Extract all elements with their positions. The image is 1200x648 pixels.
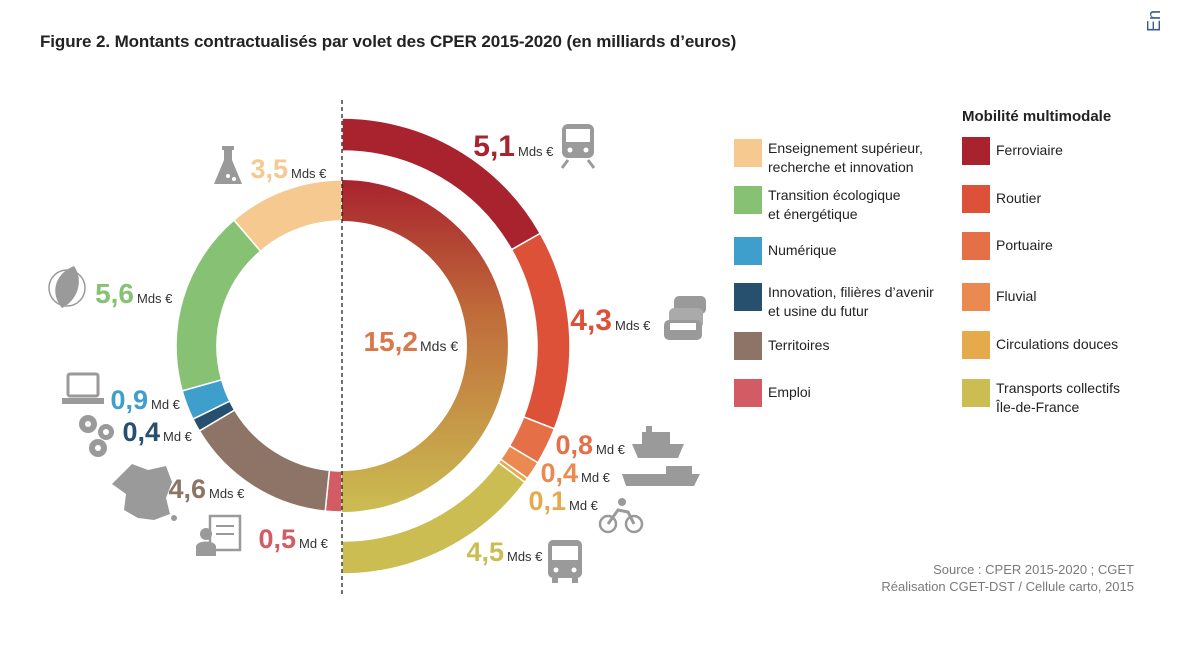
value-label-routier: 4,3 xyxy=(570,304,612,337)
unit-label-transition: Mds € xyxy=(137,291,173,306)
legend-label-circulations: Circulations douces xyxy=(996,336,1119,352)
unit-label-numerique: Md € xyxy=(151,397,181,412)
legend-swatch-transition xyxy=(734,186,762,214)
legend-swatch-portuaire xyxy=(962,232,990,260)
barge-icon xyxy=(622,466,700,486)
unit-label-routier: Mds € xyxy=(615,318,651,333)
legend-item-transition: Transition écologique et énergétique xyxy=(734,186,901,224)
unit-label-enseignement: Mds € xyxy=(291,166,327,181)
total-value-label: 15,2 xyxy=(364,326,419,357)
value-label-circulations: 0,1 xyxy=(528,486,566,516)
chart-title: Figure 2. Montants contractualisés par v… xyxy=(40,32,737,51)
leaf-icon xyxy=(48,266,86,308)
legend-swatch-enseignement xyxy=(734,139,762,167)
legend-swatch-circulations xyxy=(962,331,990,359)
legend-label-fluvial: Fluvial xyxy=(996,288,1037,304)
value-label-ferroviaire: 5,1 xyxy=(473,130,515,163)
source-line: Source : CPER 2015-2020 ; CGET xyxy=(933,562,1134,577)
legend-item-circulations: Circulations douces xyxy=(962,331,1118,359)
legend-swatch-routier xyxy=(962,185,990,213)
total-unit-label: Mds € xyxy=(420,338,458,354)
form-icon xyxy=(196,514,242,556)
gears-icon xyxy=(79,415,114,457)
legend-label-territoires: Territoires xyxy=(768,337,830,353)
legend-item-enseignement: Enseignement supérieur, recherche et inn… xyxy=(734,139,923,177)
legend-label-routier: Routier xyxy=(996,190,1042,206)
unit-label-fluvial: Md € xyxy=(581,470,611,485)
legend-label-numerique: Numérique xyxy=(768,242,837,258)
bicycle-icon xyxy=(598,498,644,534)
value-label-territoires: 4,6 xyxy=(168,474,206,504)
bus-icon xyxy=(548,540,582,583)
unit-label-ferroviaire: Mds € xyxy=(518,144,554,159)
legend-item-portuaire: Portuaire xyxy=(962,232,1053,260)
legend-label-transports: Transports collectifs Île-de-France xyxy=(996,380,1120,415)
value-label-innovation: 0,4 xyxy=(122,417,160,447)
legend-item-innovation: Innovation, filières d’avenir et usine d… xyxy=(734,283,934,321)
laptop-icon xyxy=(62,372,104,404)
train-icon xyxy=(560,124,596,169)
legend-title-mobilite: Mobilité multimodale xyxy=(962,108,1112,125)
legend-item-territoires: Territoires xyxy=(734,332,829,360)
value-label-transports: 4,5 xyxy=(466,537,504,567)
value-label-emploi: 0,5 xyxy=(258,524,296,554)
credit-line: Réalisation CGET-DST / Cellule carto, 20… xyxy=(881,579,1134,594)
legend-label-innovation: Innovation, filières d’avenir et usine d… xyxy=(768,284,934,319)
legend-item-transports: Transports collectifs Île-de-France xyxy=(962,379,1120,417)
source-note: Source : CPER 2015-2020 ; CGET Réalisati… xyxy=(881,561,1134,595)
unit-label-circulations: Md € xyxy=(569,498,599,513)
legend-item-routier: Routier xyxy=(962,185,1041,213)
legend-swatch-fluvial xyxy=(962,283,990,311)
unit-label-transports: Mds € xyxy=(507,549,543,564)
slice-routier xyxy=(510,232,571,430)
unit-label-territoires: Mds € xyxy=(209,486,245,501)
legend-label-enseignement: Enseignement supérieur, recherche et inn… xyxy=(768,140,923,175)
legend-label-emploi: Emploi xyxy=(768,384,811,400)
ship-icon xyxy=(632,426,684,458)
value-label-transition: 5,6 xyxy=(95,278,134,309)
legend-swatch-emploi xyxy=(734,379,762,407)
value-label-numerique: 0,9 xyxy=(110,385,148,415)
value-label-portuaire: 0,8 xyxy=(555,430,593,460)
legend-swatch-territoires xyxy=(734,332,762,360)
legend-item-emploi: Emploi xyxy=(734,379,811,407)
flask-icon xyxy=(214,146,242,184)
unit-label-portuaire: Md € xyxy=(596,442,626,457)
value-label-enseignement: 3,5 xyxy=(250,154,288,184)
cars-icon xyxy=(664,296,706,340)
legend-label-portuaire: Portuaire xyxy=(996,237,1053,253)
unit-label-innovation: Md € xyxy=(163,429,193,444)
legend-swatch-ferroviaire xyxy=(962,137,990,165)
value-label-fluvial: 0,4 xyxy=(540,458,578,488)
unit-label-emploi: Md € xyxy=(299,536,329,551)
slice-mobilite-total xyxy=(342,180,508,512)
france-map-icon xyxy=(112,464,177,521)
legend-label-ferroviaire: Ferroviaire xyxy=(996,142,1063,158)
legend-swatch-transports xyxy=(962,379,990,407)
legend-item-fluvial: Fluvial xyxy=(962,283,1036,311)
legend-swatch-numerique xyxy=(734,237,762,265)
legend-item-numerique: Numérique xyxy=(734,237,836,265)
legend-swatch-innovation xyxy=(734,283,762,311)
legend-label-transition: Transition écologique et énergétique xyxy=(768,187,901,222)
slice-transition xyxy=(175,218,262,392)
legend-item-ferroviaire: Ferroviaire xyxy=(962,137,1063,165)
